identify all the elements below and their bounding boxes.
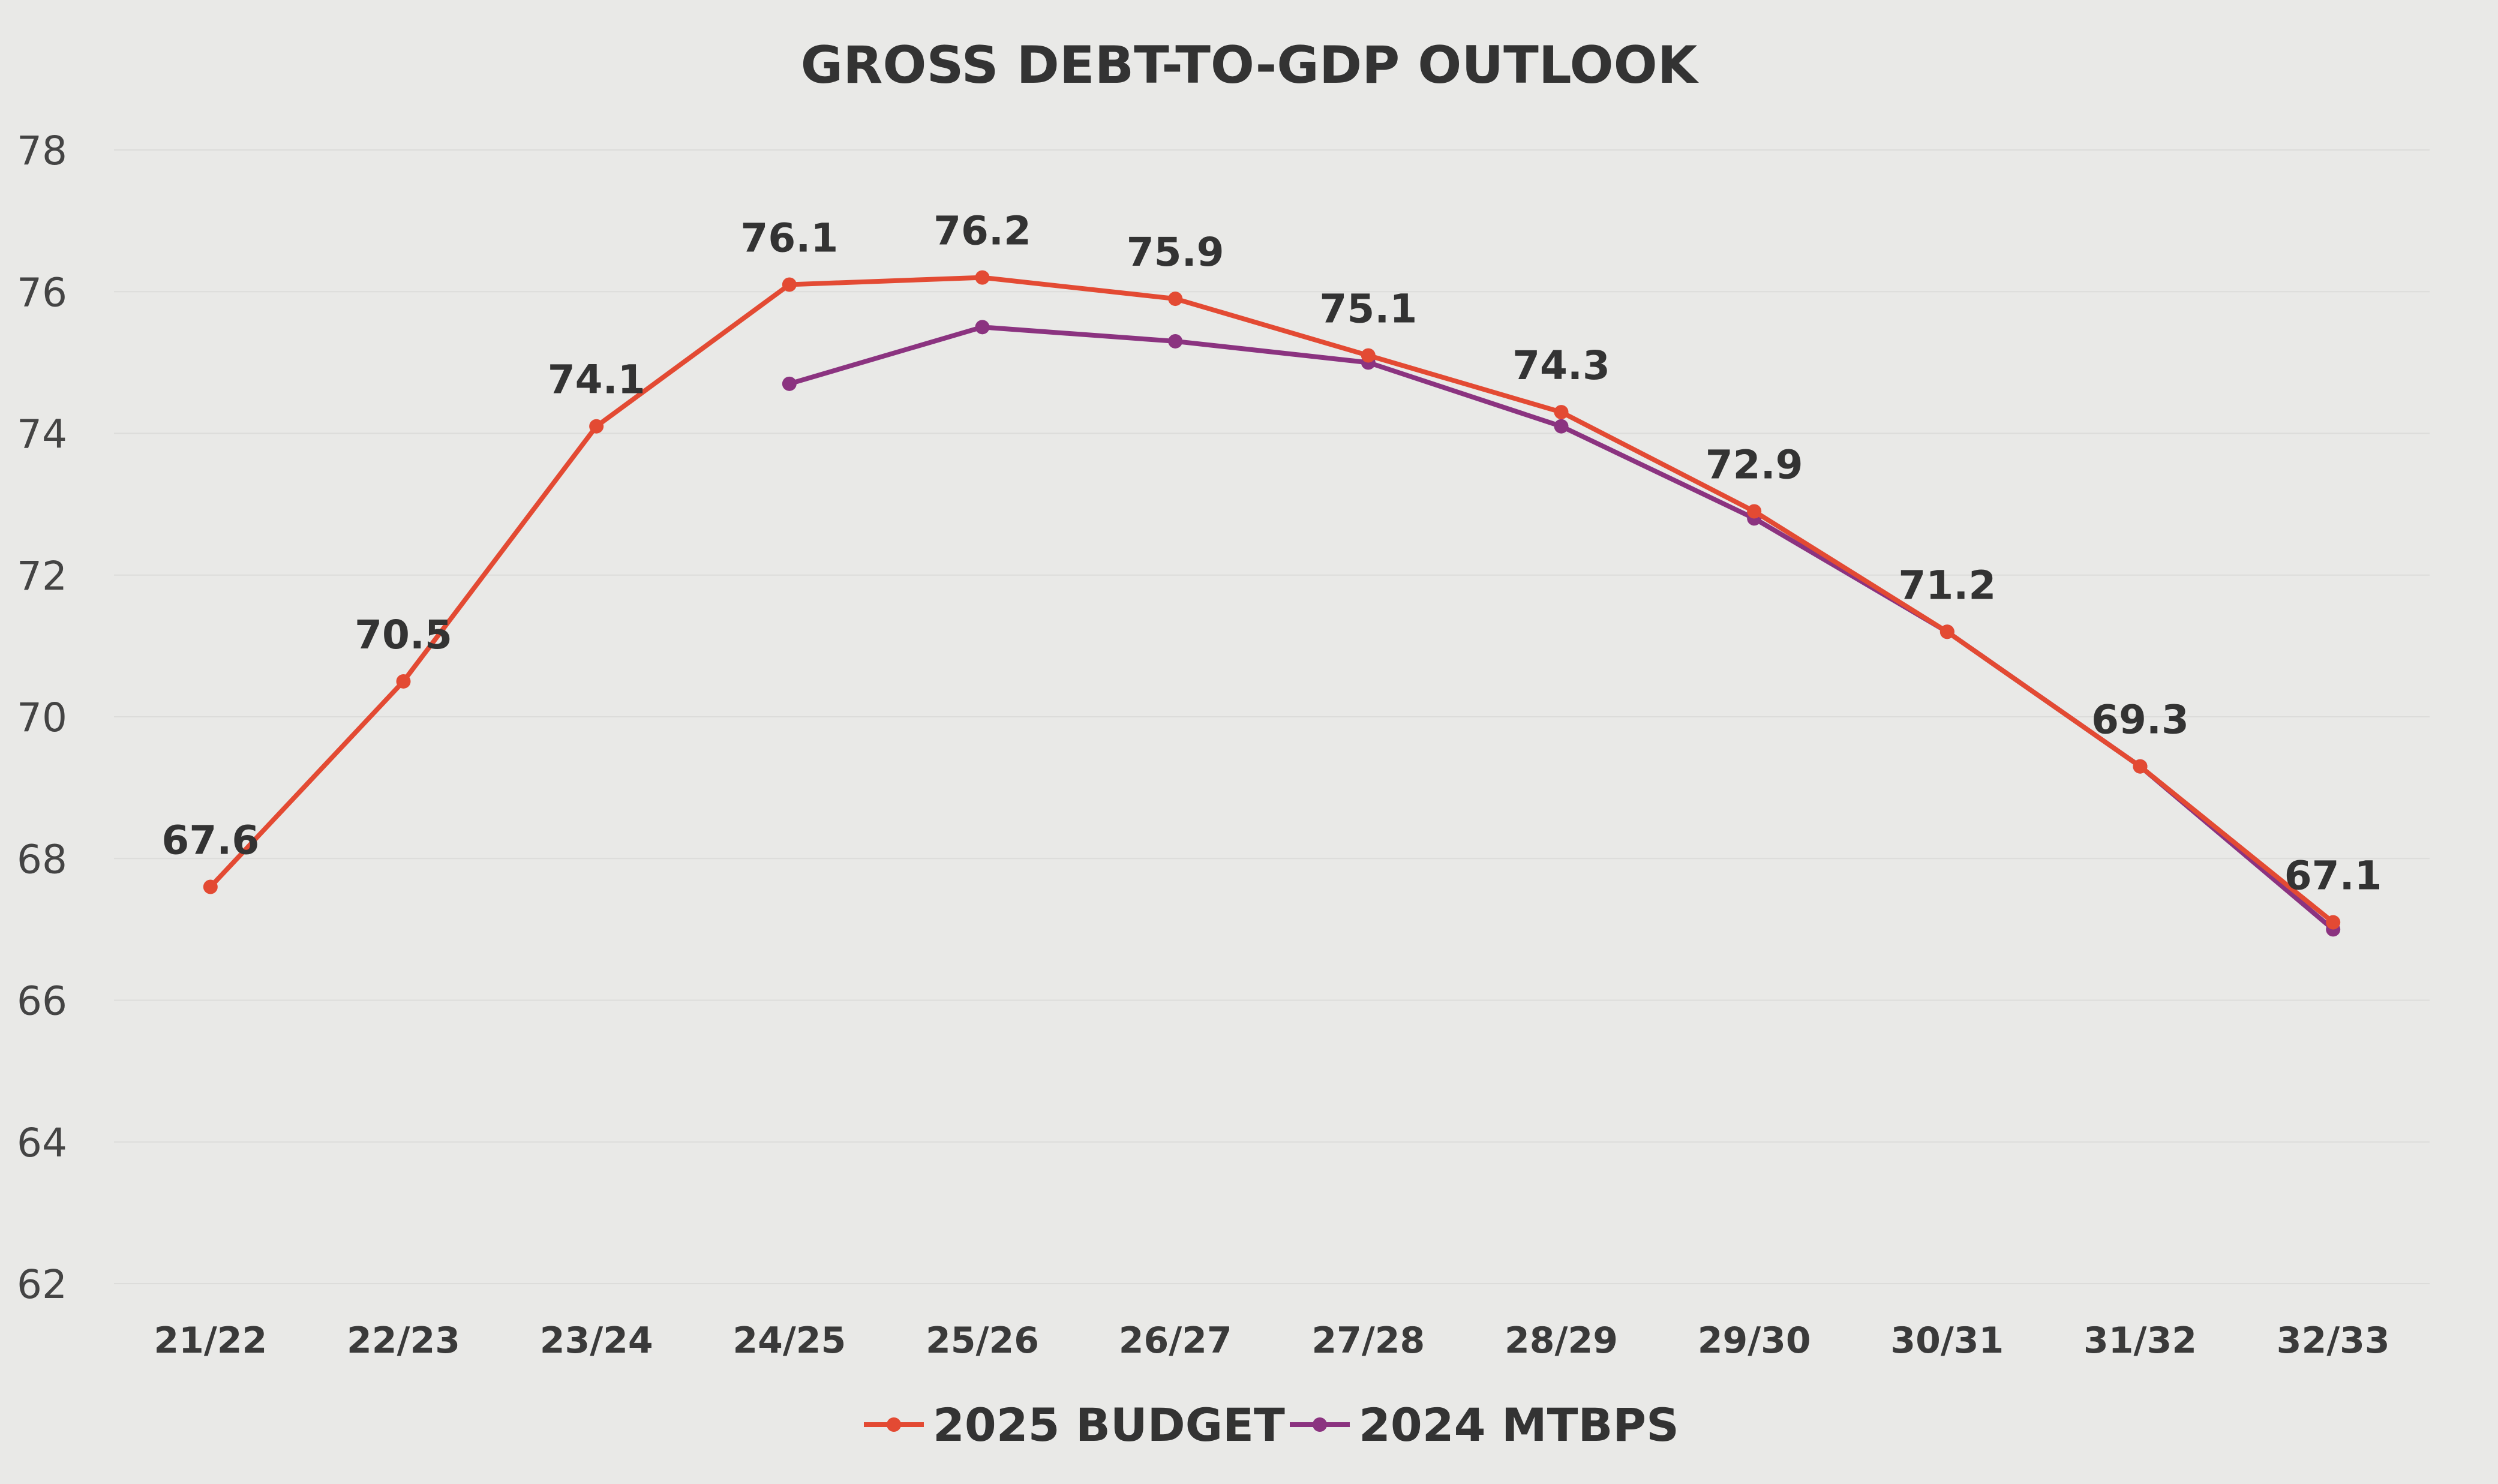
data-label: 74.3 [1512,343,1610,389]
y-tick-label: 76 [17,269,67,316]
data-label: 70.5 [355,612,452,658]
data-point [782,277,797,292]
data-point [1939,624,1954,639]
x-tick-label: 29/30 [1698,1320,1811,1362]
data-label: 76.1 [740,215,838,261]
y-tick-label: 62 [17,1261,67,1308]
x-tick-label: 31/32 [2083,1320,2197,1362]
y-tick-label: 78 [17,128,67,174]
data-point [782,376,797,391]
y-tick-label: 68 [17,836,67,882]
data-point [1747,504,1762,519]
x-tick-label: 22/23 [347,1320,460,1362]
data-label: 67.6 [161,818,259,864]
y-tick-label: 72 [17,553,67,599]
data-label: 75.1 [1319,286,1417,332]
data-label: 76.2 [933,208,1031,254]
data-label: 75.9 [1127,229,1224,275]
y-axis-ticks: 62 64 66 68 70 72 74 76 78 [17,128,67,1308]
legend-marker [887,1417,901,1432]
x-tick-label: 21/22 [154,1320,267,1362]
data-point [1554,405,1569,420]
gridlines [114,149,2430,1284]
data-point [2326,915,2341,930]
y-tick-label: 70 [17,695,67,741]
data-label: 67.1 [2284,853,2382,899]
legend-marker [1313,1417,1327,1432]
y-tick-label: 74 [17,411,67,458]
legend-label: 2025 BUDGET [933,1398,1285,1452]
data-point [1168,292,1183,307]
chart-title: GROSS DEBT-TO-GDP OUTLOOK [801,35,1700,95]
data-label: 69.3 [2091,697,2189,743]
data-labels: 67.6 70.5 74.1 76.1 76.2 75.9 75.1 74.3 72.9 71.2… [161,208,2382,899]
data-point [203,879,218,894]
x-tick-label: 30/31 [1890,1320,2004,1362]
data-point [1554,419,1569,434]
legend: 2025 BUDGET 2024 MTBPS [864,1398,1679,1452]
y-tick-label: 66 [17,978,67,1025]
data-label: 72.9 [1706,441,1803,488]
x-axis-ticks: 21/22 22/23 23/24 24/25 25/26 26/27 27/28 28/29… [154,1320,2389,1362]
legend-label: 2024 MTBPS [1359,1398,1679,1452]
x-tick-label: 27/28 [1311,1320,1425,1362]
data-point [1168,334,1183,349]
data-point [975,270,990,285]
x-tick-label: 28/29 [1505,1320,1618,1362]
data-point [2133,759,2148,774]
data-label: 74.1 [548,357,645,403]
series-line-0 [208,275,2335,924]
x-tick-label: 25/26 [926,1320,1039,1362]
data-point [1361,348,1376,363]
data-label: 71.2 [1898,562,1996,608]
data-point [975,320,990,335]
data-point [589,419,604,434]
y-tick-label: 64 [17,1120,67,1166]
x-tick-label: 32/33 [2277,1320,2390,1362]
series-lines [203,270,2341,937]
x-tick-label: 24/25 [732,1320,846,1362]
x-tick-label: 26/27 [1119,1320,1232,1362]
data-point [396,674,411,689]
x-tick-label: 23/24 [540,1320,653,1362]
